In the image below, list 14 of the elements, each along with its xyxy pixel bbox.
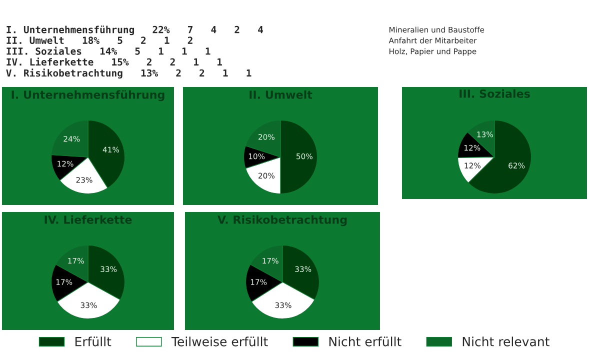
legend-label: Nicht relevant	[462, 336, 550, 346]
chart-title: IV. Lieferkette	[44, 215, 132, 224]
text: V. Risikobetrachtung 13% 2 2 1 1	[6, 68, 252, 79]
legend-label: Nicht erfüllt	[329, 336, 402, 346]
text: III. Soziales 14% 5 1 1 1	[6, 46, 210, 55]
chart-title: I. Unternehmensführung	[12, 90, 164, 102]
legend-label: Teilweise erfüllt	[171, 336, 268, 346]
chart-title: II. Umwelt	[250, 90, 312, 99]
legend-label: Erfüllt	[75, 336, 112, 346]
text: II. Umwelt 18% 5 2 1 2	[6, 36, 192, 44]
chart-title: III. Soziales	[460, 89, 530, 98]
text: IV. Lieferkette 15% 2 2 1 1	[6, 58, 222, 66]
chart-title: V. Risikobetrachtung	[217, 215, 347, 226]
text: I. Unternehmensführung 22% 7 4 2 4	[6, 26, 263, 36]
